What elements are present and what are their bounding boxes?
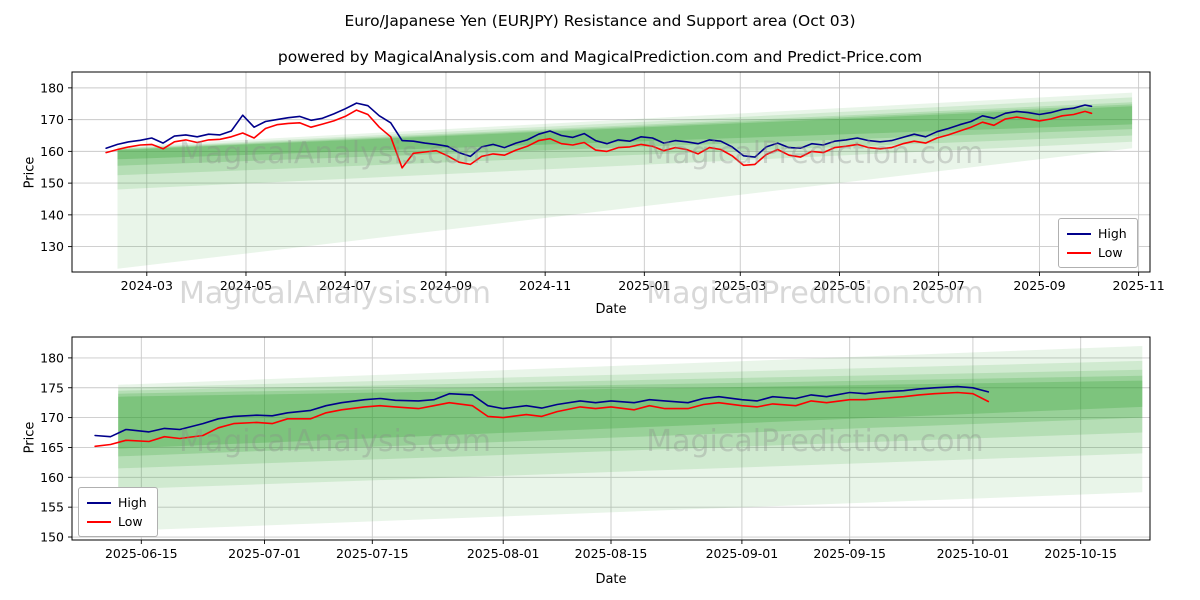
svg-text:2025-08-01: 2025-08-01 <box>467 546 540 561</box>
low-line-swatch <box>1067 251 1091 254</box>
svg-text:160: 160 <box>40 144 64 159</box>
high-line-swatch <box>1067 232 1091 235</box>
low-line-swatch <box>87 520 111 523</box>
svg-text:170: 170 <box>40 112 64 127</box>
legend-high-label: High <box>1098 226 1127 241</box>
svg-text:150: 150 <box>40 530 64 545</box>
svg-text:2024-11: 2024-11 <box>519 278 571 293</box>
legend-high-label: High <box>118 495 147 510</box>
top-chart-legend: High Low <box>1058 218 1138 268</box>
svg-text:140: 140 <box>40 207 64 222</box>
legend-low-label: Low <box>118 514 143 529</box>
svg-text:2025-05: 2025-05 <box>813 278 865 293</box>
svg-text:130: 130 <box>40 239 64 254</box>
legend-entry-low: Low <box>87 512 147 531</box>
top-chart-xlabel: Date <box>595 302 627 317</box>
svg-text:2025-01: 2025-01 <box>618 278 670 293</box>
svg-text:180: 180 <box>40 350 64 365</box>
svg-text:2025-03: 2025-03 <box>714 278 766 293</box>
svg-text:2025-10-01: 2025-10-01 <box>937 546 1010 561</box>
svg-text:2025-08-15: 2025-08-15 <box>575 546 648 561</box>
svg-text:2025-07-15: 2025-07-15 <box>336 546 409 561</box>
figure-title: Euro/Japanese Yen (EURJPY) Resistance an… <box>344 12 856 30</box>
svg-text:2025-07: 2025-07 <box>913 278 965 293</box>
svg-text:2024-05: 2024-05 <box>220 278 272 293</box>
bottom-chart-ylabel: Price <box>22 421 38 454</box>
svg-text:2025-09: 2025-09 <box>1013 278 1065 293</box>
legend-entry-high: High <box>87 493 147 512</box>
svg-text:155: 155 <box>40 500 64 515</box>
svg-text:2025-10-15: 2025-10-15 <box>1044 546 1117 561</box>
svg-text:170: 170 <box>40 410 64 425</box>
svg-text:180: 180 <box>40 80 64 95</box>
svg-text:2024-09: 2024-09 <box>420 278 472 293</box>
svg-text:2025-09-01: 2025-09-01 <box>706 546 779 561</box>
svg-text:2024-07: 2024-07 <box>319 278 371 293</box>
legend-entry-low: Low <box>1067 243 1127 262</box>
svg-text:2025-11: 2025-11 <box>1113 278 1165 293</box>
svg-text:150: 150 <box>40 176 64 191</box>
svg-text:165: 165 <box>40 440 64 455</box>
legend-low-label: Low <box>1098 245 1123 260</box>
svg-text:175: 175 <box>40 380 64 395</box>
svg-text:2025-06-15: 2025-06-15 <box>105 546 178 561</box>
svg-text:2024-03: 2024-03 <box>121 278 173 293</box>
bottom-chart-xlabel: Date <box>595 572 627 587</box>
top-chart-ylabel: Price <box>22 156 38 189</box>
figure-subtitle: powered by MagicalAnalysis.com and Magic… <box>277 48 923 66</box>
legend-entry-high: High <box>1067 224 1127 243</box>
svg-text:160: 160 <box>40 470 64 485</box>
bottom-chart-legend: High Low <box>78 487 158 537</box>
svg-text:2025-07-01: 2025-07-01 <box>228 546 301 561</box>
high-line-swatch <box>87 501 111 504</box>
svg-text:2025-09-15: 2025-09-15 <box>813 546 886 561</box>
